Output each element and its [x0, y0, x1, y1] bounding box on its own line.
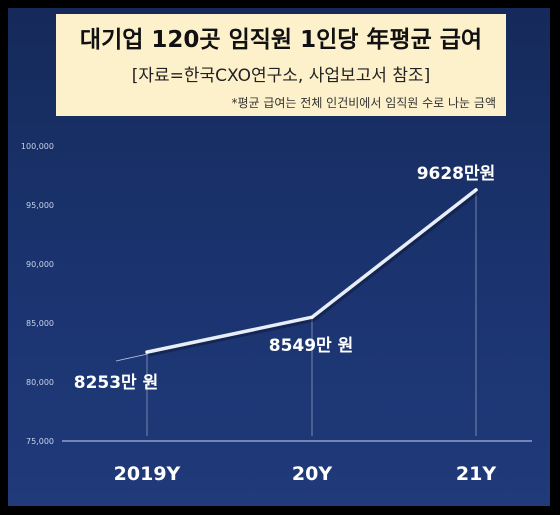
y-tick-label: 95,000 — [26, 201, 54, 210]
x-category-label: 21Y — [456, 463, 496, 485]
data-label: 8549만 원 — [269, 336, 354, 356]
series-line — [145, 188, 478, 354]
y-tick-label: 75,000 — [26, 437, 54, 446]
data-point — [145, 350, 149, 354]
x-category-label: 2019Y — [114, 463, 181, 485]
data-label: 9628만원 — [417, 164, 496, 184]
title-box: 대기업 120곳 임직원 1인당 年평균 급여 [자료=한국CXO연구소, 사업… — [56, 14, 506, 116]
y-tick-label: 80,000 — [26, 378, 54, 387]
y-tick-label: 90,000 — [26, 260, 54, 269]
data-label: 8253만 원 — [74, 373, 159, 393]
chart-source: [자료=한국CXO연구소, 사업보고서 참조] — [131, 66, 431, 86]
x-category-label: 20Y — [292, 463, 332, 485]
y-tick-label: 100,000 — [21, 142, 54, 151]
y-tick-label: 85,000 — [26, 319, 54, 328]
data-point — [474, 188, 478, 192]
chart-note: *평균 급여는 전체 인건비에서 임직원 수로 나눈 금액 — [231, 96, 496, 110]
chart-title: 대기업 120곳 임직원 1인당 年평균 급여 — [79, 27, 483, 53]
label-leader-line — [115, 353, 148, 362]
series-line-shadow — [147, 189, 480, 357]
data-point — [310, 315, 314, 319]
